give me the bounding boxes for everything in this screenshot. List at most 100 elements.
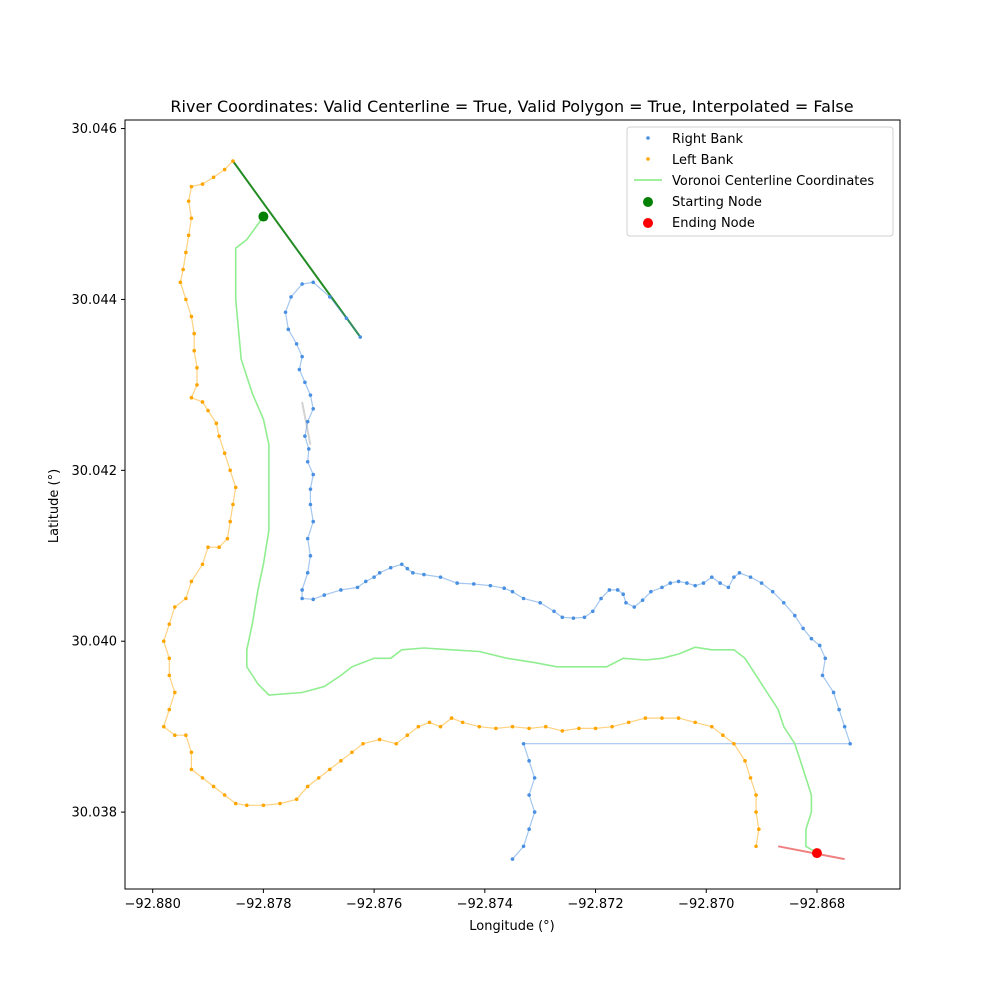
right-bank-point xyxy=(718,581,722,585)
legend: Right Bank Left Bank Voronoi Centerline Co… xyxy=(626,126,894,237)
left-bank-point xyxy=(167,656,172,661)
right-bank-point xyxy=(303,434,307,438)
right-bank-point xyxy=(289,295,293,299)
right-bank-point xyxy=(532,810,537,814)
left-bank-point xyxy=(228,519,232,524)
left-bank-point xyxy=(577,726,581,731)
right-bank-point xyxy=(328,295,332,299)
right-bank-point xyxy=(358,335,363,339)
right-bank-point xyxy=(527,793,531,797)
right-bank-point xyxy=(624,600,628,605)
left-bank-point xyxy=(225,536,230,541)
right-bank-point xyxy=(308,487,313,491)
right-bank-point xyxy=(300,588,304,592)
right-bank-point xyxy=(848,741,852,746)
x-axis-label: Longitude (°) xyxy=(469,919,554,934)
x-tick-label: −92.876 xyxy=(346,897,402,912)
bank-gap-line xyxy=(301,401,312,445)
left-bank-point xyxy=(231,159,235,163)
left-bank-point xyxy=(676,716,681,720)
right-bank-point xyxy=(701,581,706,585)
right-bank-point xyxy=(377,571,382,575)
plot-area xyxy=(161,159,852,861)
left-bank-point xyxy=(593,726,598,731)
legend-label: Voronoi Centerline Coordinates xyxy=(672,174,874,189)
left-bank-point xyxy=(184,250,188,255)
axes: −92.880 −92.878 −92.876 −92.874 −92.872 −92.8… xyxy=(72,119,901,912)
right-bank-point xyxy=(300,354,304,359)
right-bank-point xyxy=(726,585,731,590)
right-bank-point xyxy=(297,367,302,372)
left-bank-point xyxy=(222,451,227,456)
left-bank-point xyxy=(427,720,432,725)
legend-node-swatch xyxy=(643,218,653,228)
y-axis-label: Latitude (°) xyxy=(47,469,62,543)
left-bank-point xyxy=(184,596,188,601)
left-bank-point xyxy=(161,639,166,644)
left-bank-point xyxy=(189,184,194,189)
left-bank-point xyxy=(173,733,177,737)
left-bank-point xyxy=(200,562,205,567)
y-tick-label: 30.038 xyxy=(72,806,118,821)
right-bank-point xyxy=(300,596,304,601)
right-bank-point xyxy=(632,605,637,609)
left-bank-point xyxy=(189,216,194,221)
right-bank-point xyxy=(737,571,742,575)
left-bank-point xyxy=(721,733,725,737)
right-bank-point xyxy=(300,282,304,286)
right-bank-point xyxy=(422,572,426,577)
x-tick-label: −92.878 xyxy=(235,897,291,912)
right-bank-point xyxy=(607,588,612,592)
right-bank-point xyxy=(640,598,645,602)
right-bank-point xyxy=(322,593,327,597)
legend-label: Left Bank xyxy=(672,153,734,168)
left-bank-point xyxy=(405,733,410,737)
right-bank-point xyxy=(748,575,753,579)
right-bank-point xyxy=(294,342,299,346)
right-bank-point xyxy=(364,579,368,584)
right-bank-point xyxy=(355,585,360,590)
legend-label: Starting Node xyxy=(672,195,762,210)
left-bank-point xyxy=(350,750,354,755)
right-bank-point xyxy=(676,579,681,584)
left-bank-point xyxy=(732,741,736,746)
left-bank-point xyxy=(195,383,199,387)
right-bank-point xyxy=(283,310,288,315)
right-bank-point xyxy=(308,553,313,558)
right-bank-point xyxy=(615,588,620,592)
right-bank-point xyxy=(649,589,653,594)
y-tick-label: 30.040 xyxy=(72,635,118,650)
right-bank-point xyxy=(311,407,316,411)
left-bank-point xyxy=(211,175,216,180)
left-bank-point xyxy=(217,545,221,550)
left-bank-point xyxy=(200,182,205,186)
right-bank-point xyxy=(759,581,764,585)
left-bank-point xyxy=(660,716,664,720)
left-bank-point xyxy=(416,724,421,729)
right-bank-point xyxy=(305,459,310,464)
left-bank-point xyxy=(189,750,194,755)
left-bank-trace xyxy=(162,160,760,847)
legend-label: Right Bank xyxy=(672,132,743,147)
left-bank-point xyxy=(206,408,210,413)
end-connector-line xyxy=(778,845,845,861)
left-bank-point xyxy=(181,267,185,272)
x-tick-label: −92.868 xyxy=(789,897,845,912)
y-tick-label: 30.044 xyxy=(72,293,118,308)
right-bank-point xyxy=(306,447,311,451)
right-bank-point xyxy=(842,724,847,729)
right-bank-point xyxy=(510,589,515,594)
left-bank-point xyxy=(626,720,631,725)
right-bank-point xyxy=(709,575,714,579)
right-bank-point xyxy=(831,690,836,695)
right-bank-point xyxy=(455,581,459,585)
left-bank-point xyxy=(184,733,188,737)
chart-title: River Coordinates: Valid Centerline = Tr… xyxy=(170,97,853,116)
left-bank-point xyxy=(748,776,753,780)
left-bank-point xyxy=(178,280,183,285)
right-bank-point xyxy=(308,502,313,507)
legend-box xyxy=(626,126,894,237)
right-bank-point xyxy=(303,380,307,385)
right-bank-point xyxy=(311,597,316,602)
x-tick-label: −92.880 xyxy=(124,897,180,912)
